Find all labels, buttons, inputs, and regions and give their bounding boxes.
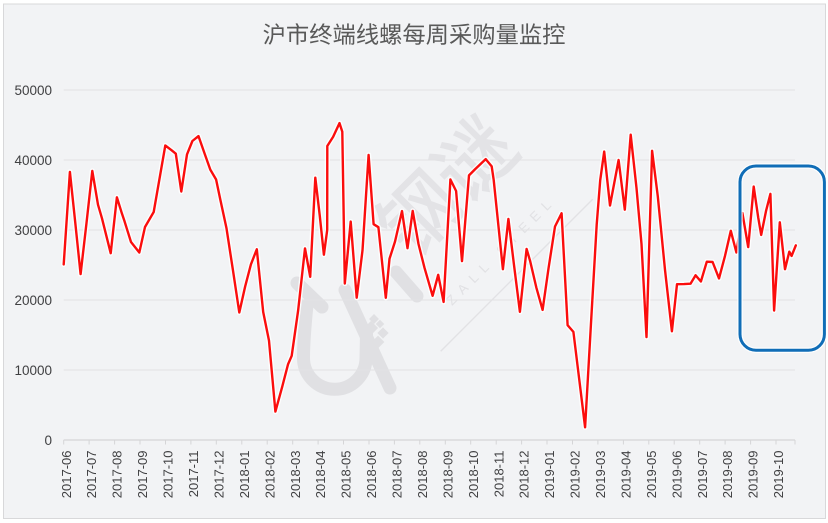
- svg-text:2019-07: 2019-07: [695, 451, 710, 499]
- svg-text:2019-06: 2019-06: [669, 451, 684, 499]
- svg-text:2019-05: 2019-05: [644, 451, 659, 499]
- svg-text:2019-01: 2019-01: [542, 451, 557, 499]
- svg-text:2018-06: 2018-06: [364, 451, 379, 499]
- svg-text:2019-08: 2019-08: [720, 451, 735, 499]
- svg-text:2018-05: 2018-05: [339, 451, 354, 499]
- svg-text:2017-12: 2017-12: [211, 451, 226, 499]
- svg-text:2018-01: 2018-01: [237, 451, 252, 499]
- svg-text:2018-09: 2018-09: [440, 451, 455, 499]
- svg-text:0: 0: [44, 433, 52, 448]
- svg-text:2018-08: 2018-08: [415, 451, 430, 499]
- svg-text:2017-09: 2017-09: [135, 451, 150, 499]
- svg-text:2019-03: 2019-03: [593, 451, 608, 499]
- svg-text:2019-04: 2019-04: [619, 451, 634, 499]
- svg-text:30000: 30000: [14, 223, 52, 238]
- svg-text:2018-04: 2018-04: [313, 451, 328, 499]
- svg-text:10000: 10000: [14, 363, 52, 378]
- svg-text:2018-03: 2018-03: [288, 451, 303, 499]
- svg-text:2018-10: 2018-10: [466, 451, 481, 499]
- svg-text:2017-07: 2017-07: [84, 451, 99, 499]
- svg-text:2017-06: 2017-06: [59, 451, 74, 499]
- svg-text:2018-07: 2018-07: [390, 451, 405, 499]
- svg-text:2019-02: 2019-02: [568, 451, 583, 499]
- svg-text:50000: 50000: [14, 83, 52, 98]
- svg-text:2018-12: 2018-12: [517, 451, 532, 499]
- svg-text:2019-09: 2019-09: [746, 451, 761, 499]
- svg-text:2019-10: 2019-10: [771, 451, 786, 499]
- svg-text:2017-10: 2017-10: [161, 451, 176, 499]
- svg-text:2017-08: 2017-08: [110, 451, 125, 499]
- svg-text:40000: 40000: [14, 153, 52, 168]
- svg-text:2018-02: 2018-02: [262, 451, 277, 499]
- svg-text:2018-11: 2018-11: [491, 451, 506, 498]
- svg-text:20000: 20000: [14, 293, 52, 308]
- svg-text:2017-11: 2017-11: [186, 451, 201, 498]
